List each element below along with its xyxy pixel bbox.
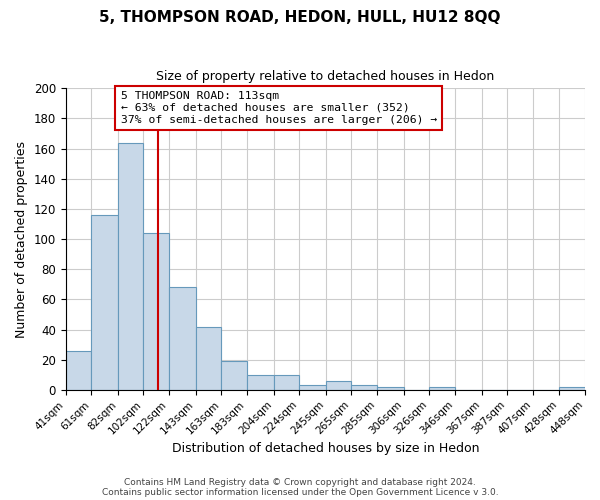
Bar — [118, 142, 143, 390]
X-axis label: Distribution of detached houses by size in Hedon: Distribution of detached houses by size … — [172, 442, 479, 455]
Bar — [559, 387, 585, 390]
Bar — [430, 387, 455, 390]
Text: 5, THOMPSON ROAD, HEDON, HULL, HU12 8QQ: 5, THOMPSON ROAD, HEDON, HULL, HU12 8QQ — [99, 10, 501, 25]
Bar — [299, 386, 326, 390]
Bar — [326, 381, 352, 390]
Bar — [247, 375, 274, 390]
Bar — [196, 326, 221, 390]
Bar — [91, 215, 118, 390]
Bar — [65, 350, 91, 390]
Y-axis label: Number of detached properties: Number of detached properties — [15, 140, 28, 338]
Bar — [143, 233, 169, 390]
Text: 5 THOMPSON ROAD: 113sqm
← 63% of detached houses are smaller (352)
37% of semi-d: 5 THOMPSON ROAD: 113sqm ← 63% of detache… — [121, 92, 437, 124]
Bar — [221, 361, 247, 390]
Bar — [352, 386, 377, 390]
Bar — [274, 375, 299, 390]
Title: Size of property relative to detached houses in Hedon: Size of property relative to detached ho… — [156, 70, 494, 83]
Bar — [169, 288, 196, 390]
Text: Contains HM Land Registry data © Crown copyright and database right 2024.
Contai: Contains HM Land Registry data © Crown c… — [101, 478, 499, 497]
Bar — [377, 387, 404, 390]
